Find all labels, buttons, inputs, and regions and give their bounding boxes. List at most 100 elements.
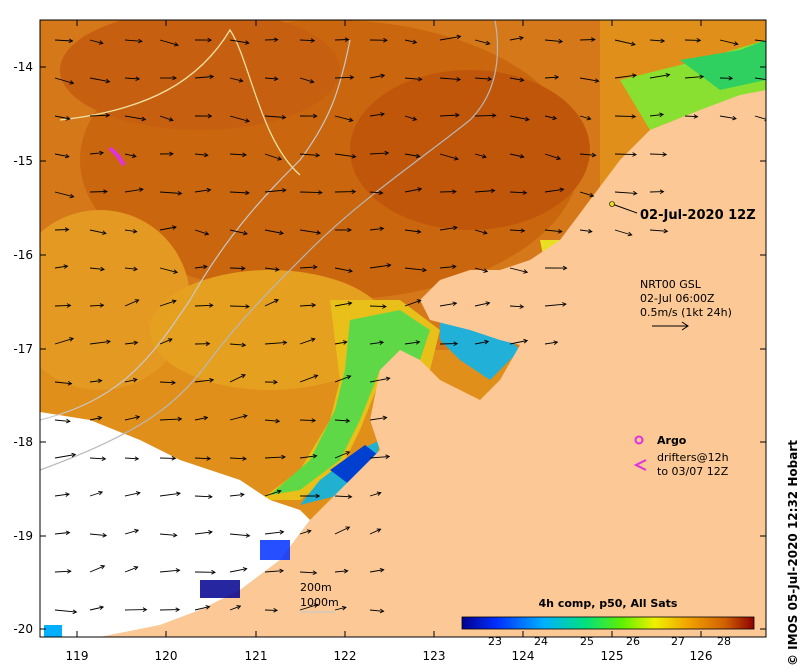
- current-vector: [54, 570, 71, 573]
- current-vector-head: [275, 418, 281, 424]
- current-vector: [229, 605, 241, 611]
- current-vector: [474, 302, 490, 307]
- current-vector-head: [733, 41, 739, 46]
- current-vector-head: [554, 74, 560, 80]
- current-vector: [299, 374, 318, 383]
- current-vector: [229, 457, 247, 460]
- current-vector: [89, 229, 106, 234]
- current-vector-head: [167, 338, 173, 343]
- x-tick-label: 126: [690, 649, 713, 663]
- current-vector-head: [345, 418, 351, 424]
- current-vector: [54, 419, 70, 422]
- current-vector-head: [97, 415, 103, 421]
- current-vector-head: [520, 228, 526, 233]
- current-vector: [544, 115, 557, 120]
- current-vector-head: [138, 38, 143, 44]
- x-axis: 119 120 121 122 123 124 125 126: [66, 649, 713, 663]
- current-vector: [194, 266, 207, 269]
- current-vector: [54, 265, 68, 269]
- current-vectors: [54, 34, 766, 615]
- current-vector-head: [274, 299, 279, 304]
- current-vector: [579, 229, 592, 233]
- current-vector-head: [630, 41, 636, 47]
- current-vector-head: [276, 489, 282, 495]
- current-vector: [614, 74, 637, 79]
- current-vector: [369, 264, 391, 269]
- current-vector-head: [632, 73, 637, 78]
- current-vector-head: [203, 264, 208, 270]
- current-vector-head: [208, 529, 213, 535]
- current-vector: [229, 305, 250, 308]
- current-vector-head: [242, 456, 247, 461]
- current-vector-head: [590, 37, 596, 42]
- current-vector-head: [519, 304, 525, 309]
- current-vector-head: [65, 116, 71, 121]
- current-vector: [369, 456, 390, 459]
- current-vector-head: [380, 73, 386, 79]
- current-vector-head: [175, 568, 181, 573]
- current-vector-head: [519, 35, 524, 41]
- current-vector-head: [382, 415, 388, 421]
- current-vector-head: [238, 78, 244, 83]
- current-vector: [229, 343, 246, 346]
- current-vector-head: [172, 532, 178, 538]
- current-vector-head: [345, 526, 351, 531]
- current-vector-head: [665, 72, 671, 78]
- current-vector: [299, 304, 316, 307]
- y-axis: -14 -15 -16 -17 -18 -19 -20: [13, 60, 33, 636]
- y-tick-label: -16: [13, 248, 33, 262]
- current-vector: [54, 304, 71, 307]
- current-vector: [754, 77, 766, 80]
- current-vector-head: [208, 494, 213, 499]
- y-tick-label: -20: [13, 622, 33, 636]
- current-vector: [334, 341, 347, 345]
- current-vector: [194, 531, 213, 535]
- current-vector: [334, 115, 353, 122]
- current-vector-head: [312, 264, 318, 270]
- current-vector-head: [347, 494, 353, 499]
- current-vector-head: [172, 75, 177, 81]
- axis-ticks: [40, 20, 766, 637]
- current-vector-head: [491, 113, 497, 118]
- current-vector-head: [483, 268, 489, 273]
- argo-icon: [634, 435, 644, 445]
- current-vector: [334, 570, 348, 573]
- x-tick-label: 124: [512, 649, 535, 663]
- current-vector-head: [422, 267, 427, 273]
- current-vector: [439, 302, 457, 307]
- current-vector: [159, 300, 177, 307]
- current-vector-head: [485, 301, 491, 306]
- current-vector-head: [176, 491, 181, 497]
- current-vector: [334, 302, 352, 307]
- current-vector: [229, 153, 247, 156]
- current-vector: [229, 415, 248, 421]
- current-vector-head: [132, 377, 138, 383]
- current-vector: [369, 191, 383, 194]
- x-tick-label: 123: [423, 649, 446, 663]
- current-vector-head: [417, 187, 423, 192]
- current-vector-head: [347, 227, 352, 233]
- current-vector-head: [523, 338, 529, 344]
- y-tick-label: -17: [13, 342, 33, 356]
- current-vector: [649, 153, 667, 156]
- current-vector-head: [348, 117, 354, 122]
- current-vector-head: [342, 340, 348, 345]
- current-vector-head: [102, 533, 108, 538]
- current-vector-head: [208, 303, 214, 308]
- current-vector: [474, 77, 492, 80]
- current-vector-head: [594, 78, 600, 83]
- current-vector-head: [313, 374, 319, 379]
- current-vector-head: [72, 609, 78, 615]
- current-vector-head: [456, 77, 462, 82]
- current-vector: [299, 266, 317, 269]
- current-vector: [194, 379, 214, 383]
- current-vector: [299, 39, 315, 42]
- current-vector: [194, 304, 213, 307]
- current-vector-head: [66, 418, 71, 424]
- current-vector: [754, 39, 766, 42]
- current-vector: [159, 267, 178, 273]
- current-vector: [474, 153, 487, 158]
- current-vector: [684, 76, 704, 79]
- current-vector: [334, 526, 350, 535]
- current-vector: [719, 39, 738, 45]
